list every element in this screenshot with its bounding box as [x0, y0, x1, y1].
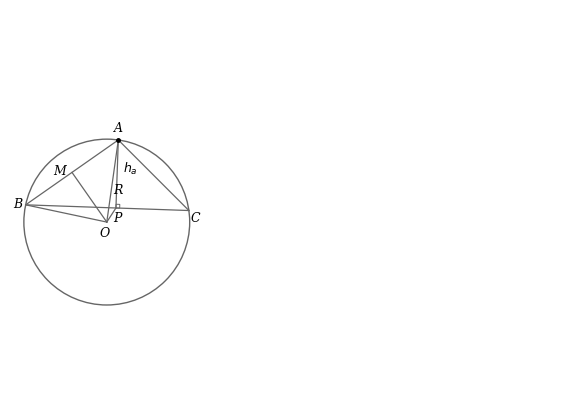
Text: P: P — [113, 212, 121, 225]
Text: $h_a$: $h_a$ — [123, 160, 137, 176]
Text: B: B — [13, 197, 22, 210]
Text: C: C — [191, 212, 201, 225]
Text: R: R — [113, 184, 123, 197]
Text: M: M — [53, 165, 66, 178]
Text: O: O — [99, 227, 110, 240]
Text: A: A — [114, 122, 123, 135]
